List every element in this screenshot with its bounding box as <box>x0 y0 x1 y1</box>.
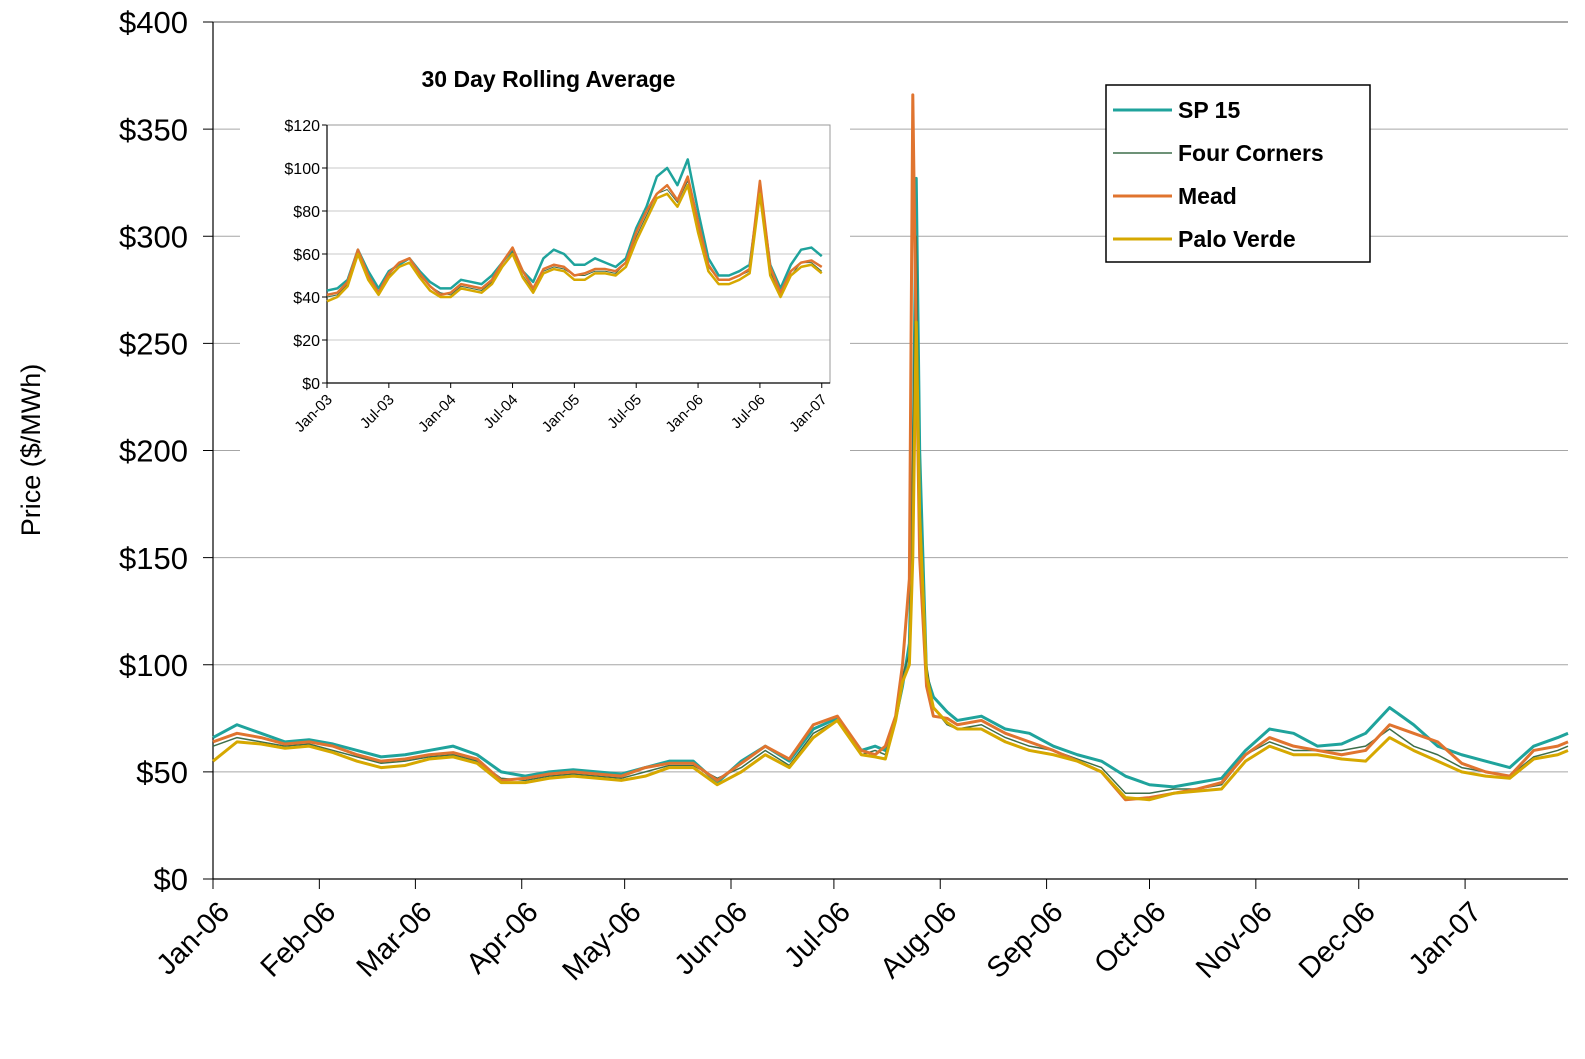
y-tick-label: $20 <box>293 333 320 350</box>
series-line <box>212 93 1569 802</box>
chart-title: 30 Day Rolling Average <box>422 66 676 92</box>
x-tick-label: Jan-07 <box>1403 896 1488 981</box>
x-tick-label: Jan-06 <box>151 896 236 981</box>
y-tick-label: $300 <box>119 219 188 254</box>
x-tick-label: Dec-06 <box>1293 896 1382 985</box>
inset-background <box>240 55 850 470</box>
x-tick-label: Oct-06 <box>1088 896 1172 980</box>
y-tick-label: $60 <box>293 247 320 264</box>
series-line <box>326 183 823 303</box>
x-tick-label: Aug-06 <box>874 896 963 985</box>
y-tick-label: $0 <box>154 862 188 897</box>
y-tick-label: $40 <box>293 290 320 307</box>
x-tick-label: Jun-06 <box>669 896 754 981</box>
y-tick-label: $150 <box>119 541 188 576</box>
legend-label: SP 15 <box>1178 97 1240 123</box>
x-tick-label: Sep-06 <box>981 896 1070 985</box>
y-tick-label: $80 <box>293 204 320 221</box>
series-line <box>326 175 823 297</box>
y-tick-label: $400 <box>119 5 188 40</box>
legend-box <box>1105 84 1371 263</box>
x-tick-label: Nov-06 <box>1190 896 1279 985</box>
x-tick-label: Mar-06 <box>351 896 439 984</box>
y-axis-title: Price ($/MWh) <box>16 364 46 537</box>
x-tick-label: May-06 <box>557 896 648 987</box>
x-tick-label: Jul-06 <box>778 896 856 974</box>
y-tick-label: $250 <box>119 327 188 362</box>
y-tick-label: $50 <box>136 755 188 790</box>
legend-label: Mead <box>1178 183 1237 209</box>
y-tick-label: $0 <box>302 376 320 393</box>
series-line <box>212 320 1569 802</box>
legend-label: Four Corners <box>1178 140 1324 166</box>
y-tick-label: $100 <box>284 161 320 178</box>
y-tick-label: $120 <box>284 118 320 135</box>
y-tick-label: $200 <box>119 434 188 469</box>
x-tick-label: Feb-06 <box>255 896 343 984</box>
y-tick-label: $350 <box>119 112 188 147</box>
y-tick-label: $100 <box>119 648 188 683</box>
x-tick-label: Apr-06 <box>461 896 545 980</box>
legend-label: Palo Verde <box>1178 226 1296 252</box>
